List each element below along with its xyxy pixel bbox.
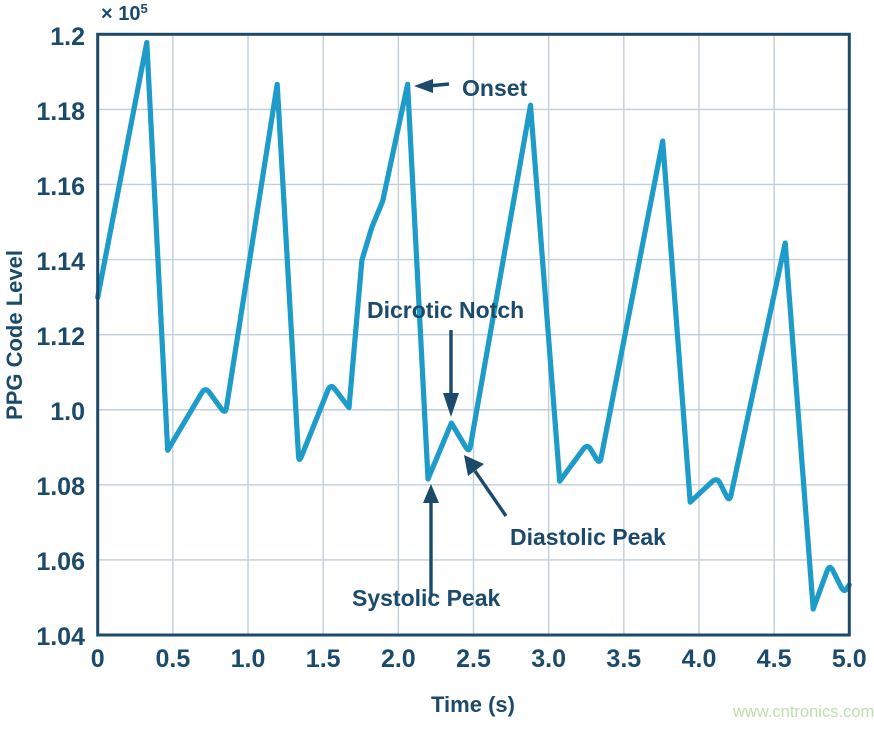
- svg-text:2.5: 2.5: [456, 645, 491, 673]
- svg-text:1.0: 1.0: [50, 398, 85, 426]
- svg-text:1.5: 1.5: [306, 645, 341, 673]
- svg-text:www.cntronics.com: www.cntronics.com: [732, 703, 874, 721]
- svg-text:1.0: 1.0: [231, 645, 266, 673]
- svg-text:Systolic Peak: Systolic Peak: [352, 585, 501, 611]
- svg-text:1.18: 1.18: [36, 98, 85, 126]
- svg-text:1.04: 1.04: [36, 623, 85, 651]
- svg-text:Diastolic Peak: Diastolic Peak: [510, 524, 666, 550]
- svg-text:Time (s): Time (s): [431, 692, 515, 717]
- svg-text:Onset: Onset: [462, 75, 528, 101]
- svg-text:PPG Code Level: PPG Code Level: [2, 250, 27, 420]
- svg-text:3.0: 3.0: [531, 645, 566, 673]
- svg-text:1.14: 1.14: [36, 248, 85, 276]
- svg-text:1.16: 1.16: [36, 173, 85, 201]
- svg-text:5.0: 5.0: [832, 645, 867, 673]
- svg-text:1.08: 1.08: [36, 473, 85, 501]
- svg-text:1.06: 1.06: [36, 548, 85, 576]
- svg-text:1.2: 1.2: [50, 23, 85, 51]
- svg-text:× 105: × 105: [101, 1, 148, 25]
- svg-text:4.0: 4.0: [682, 645, 717, 673]
- svg-text:2.0: 2.0: [381, 645, 416, 673]
- svg-text:4.5: 4.5: [757, 645, 792, 673]
- svg-text:0.5: 0.5: [155, 645, 190, 673]
- svg-text:0: 0: [91, 645, 105, 673]
- svg-text:1.12: 1.12: [36, 323, 85, 351]
- svg-text:Dicrotic Notch: Dicrotic Notch: [367, 297, 524, 323]
- svg-text:3.5: 3.5: [606, 645, 641, 673]
